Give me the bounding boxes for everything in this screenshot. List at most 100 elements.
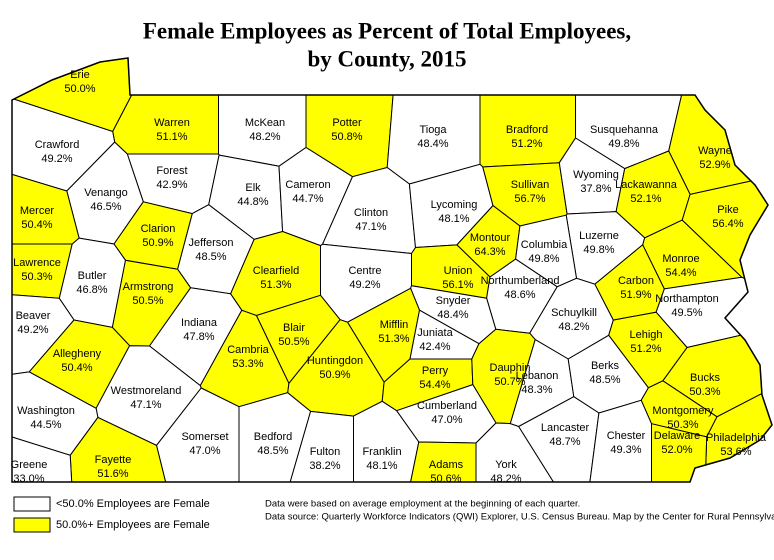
county-name: Pike [717, 204, 738, 216]
note: Data were based on average employment at… [265, 499, 580, 510]
county-name: York [495, 459, 517, 471]
county-value: 51.2% [630, 343, 661, 355]
county-name: Bradford [506, 124, 548, 136]
county-name: Perry [422, 365, 449, 377]
county-name: Bucks [690, 372, 720, 384]
county-name: Lycoming [431, 199, 478, 211]
county-value: 48.2% [249, 131, 280, 143]
county-value: 49.2% [17, 324, 48, 336]
county-value: 42.4% [419, 341, 450, 353]
county-value: 54.4% [419, 379, 450, 391]
county-name: Lancaster [541, 422, 590, 434]
county-value: 50.3% [667, 419, 698, 431]
counties [11, 57, 773, 483]
county-value: 54.4% [665, 267, 696, 279]
county-value: 53.3% [232, 358, 263, 370]
county-value: 51.3% [378, 333, 409, 345]
county-value: 56.1% [442, 279, 473, 291]
county-name: Delaware [654, 430, 700, 442]
county-value: 49.8% [583, 244, 614, 256]
county-value: 52.1% [630, 193, 661, 205]
county-value: 50.8% [331, 131, 362, 143]
county-name: Snyder [436, 295, 471, 307]
county-value: 51.9% [620, 289, 651, 301]
county-name: Centre [348, 265, 381, 277]
county-value: 48.4% [417, 138, 448, 150]
county-name: Northampton [655, 293, 719, 305]
county-name: Lehigh [629, 329, 662, 341]
county-name: Warren [154, 117, 190, 129]
map-title: Female Employees as Percent of Total Emp… [143, 18, 631, 43]
county-name: Lawrence [13, 257, 61, 269]
county-value: 44.7% [292, 193, 323, 205]
county-name: Schuylkill [551, 307, 597, 319]
county-value: 50.9% [319, 369, 350, 381]
county-value: 48.3% [521, 384, 552, 396]
county-name: Cameron [285, 179, 330, 191]
legend-label: <50.0% Employees are Female [56, 498, 210, 510]
county-name: Adams [429, 459, 464, 471]
county-name: Potter [332, 117, 362, 129]
county-value: 48.2% [558, 321, 589, 333]
county-value: 44.5% [30, 419, 61, 431]
county-name: Dauphin [490, 362, 531, 374]
county-name: Washington [17, 405, 75, 417]
county-name: Wayne [698, 145, 732, 157]
county-value: 49.2% [41, 153, 72, 165]
legend-label: 50.0%+ Employees are Female [56, 519, 210, 531]
county-value: 49.8% [528, 253, 559, 265]
county-name: Montour [470, 232, 511, 244]
county-name: Susquehanna [590, 124, 659, 136]
county-name: Cumberland [417, 400, 477, 412]
county-name: Sullivan [511, 179, 550, 191]
county-name: Erie [70, 69, 90, 81]
county-value: 49.3% [610, 444, 641, 456]
county-value: 50.7% [494, 376, 525, 388]
county-name: Forest [156, 165, 187, 177]
county-value: 48.6% [504, 289, 535, 301]
county-value: 48.2% [490, 473, 521, 485]
county-name: Montgomery [652, 405, 714, 417]
county-value: 48.7% [549, 436, 580, 448]
county-name: Jefferson [188, 237, 233, 249]
county-value: 50.5% [278, 336, 309, 348]
county-name: Butler [78, 270, 107, 282]
county-value: 50.3% [689, 386, 720, 398]
legend-swatch [13, 517, 51, 533]
county-name: Beaver [16, 310, 51, 322]
county-name: Blair [283, 322, 305, 334]
county-name: Fulton [310, 446, 341, 458]
county-value: 48.1% [366, 460, 397, 472]
state-outline [11, 57, 773, 483]
county-value: 50.0% [64, 83, 95, 95]
county-value: 44.8% [237, 196, 268, 208]
county-value: 48.1% [438, 213, 469, 225]
county-name: Bedford [254, 431, 293, 443]
county-value: 50.4% [21, 219, 52, 231]
county-name: Carbon [618, 275, 654, 287]
county-value: 38.2% [309, 460, 340, 472]
county-value: 48.5% [589, 374, 620, 386]
county-value: 64.3% [474, 246, 505, 258]
county-value: 47.1% [130, 399, 161, 411]
county-value: 47.0% [189, 445, 220, 457]
county-value: 50.4% [61, 362, 92, 374]
county-name: Lackawanna [615, 179, 678, 191]
county-name: Northumberland [481, 275, 560, 287]
county-labels: Erie 50.0% Warren 51.1% McKean 48.2% Potter 50.… [11, 69, 767, 485]
county-name: Venango [84, 187, 127, 199]
county-name: Indiana [181, 317, 218, 329]
county-value: 50.3% [21, 271, 52, 283]
county-name: Tioga [419, 124, 447, 136]
county-name: Fayette [95, 454, 132, 466]
county-value: 56.7% [514, 193, 545, 205]
county-name: Cambria [227, 344, 269, 356]
county-name: Greene [11, 459, 48, 471]
county-value: 50.9% [142, 237, 173, 249]
county-name: Mercer [20, 205, 55, 217]
county-name: Westmoreland [111, 385, 182, 397]
county-value: 52.0% [661, 444, 692, 456]
county-name: Elk [245, 182, 261, 194]
county-value: 47.8% [183, 331, 214, 343]
